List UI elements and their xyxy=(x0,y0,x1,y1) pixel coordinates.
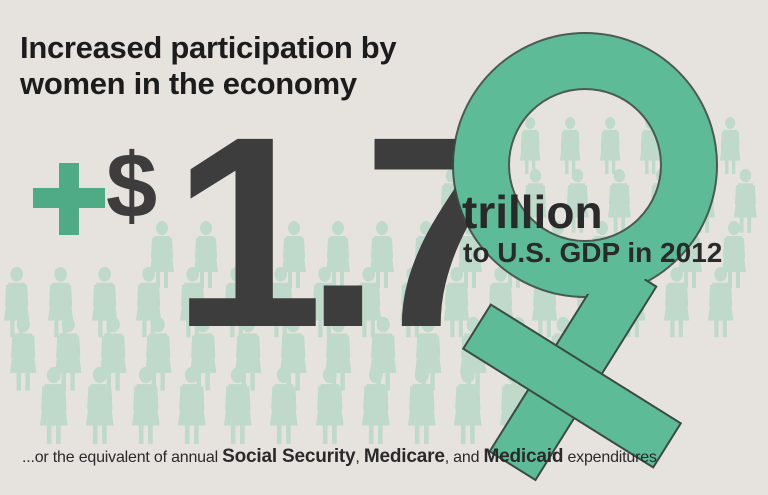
woman-figure-icon xyxy=(722,221,746,288)
headline-line-1: Increased participation by xyxy=(20,30,397,65)
woman-figure-icon xyxy=(325,316,352,391)
footnote: ...or the equivalent of annual Social Se… xyxy=(22,446,657,468)
woman-figure-icon xyxy=(370,221,394,288)
woman-figure-icon xyxy=(178,366,206,444)
footnote-item-social-security: Social Security xyxy=(222,446,356,467)
woman-figure-icon xyxy=(55,316,82,391)
currency-symbol: $ xyxy=(106,135,158,237)
plus-icon xyxy=(33,163,105,235)
woman-figure-icon xyxy=(720,117,741,175)
woman-figure-icon xyxy=(414,221,438,288)
footnote-lead: ...or the equivalent of annual xyxy=(22,449,223,466)
woman-figure-icon xyxy=(444,266,470,338)
woman-figure-icon xyxy=(408,366,436,444)
footnote-item-medicare: Medicare xyxy=(363,446,445,467)
woman-figure-icon xyxy=(132,366,160,444)
woman-figure-icon xyxy=(40,366,68,444)
footnote-separator: , and xyxy=(444,449,484,466)
woman-figure-icon xyxy=(10,316,37,391)
headline: Increased participation by women in the … xyxy=(20,30,397,102)
woman-figure-icon xyxy=(560,117,581,175)
footnote-item-medicaid: Medicaid xyxy=(483,446,564,467)
stat-context: to U.S. GDP in 2012 xyxy=(463,237,723,268)
woman-figure-icon xyxy=(180,266,206,338)
woman-figure-icon xyxy=(600,117,621,175)
stat-unit: trillion xyxy=(462,186,603,238)
woman-figure-icon xyxy=(280,316,307,391)
woman-figure-icon xyxy=(566,169,589,233)
woman-figure-icon xyxy=(356,266,382,338)
footnote-tail: expenditures xyxy=(563,449,657,466)
headline-line-2: women in the economy xyxy=(20,66,357,101)
footnote-separator: , xyxy=(355,449,364,466)
woman-figure-icon xyxy=(734,169,757,233)
woman-figure-icon xyxy=(664,266,690,338)
woman-figure-icon xyxy=(224,266,250,338)
woman-figure-icon xyxy=(86,366,114,444)
woman-figure-icon xyxy=(92,266,118,338)
woman-figure-icon xyxy=(270,366,298,444)
woman-figure-icon xyxy=(312,266,338,338)
woman-figure-icon xyxy=(224,366,252,444)
woman-figure-icon xyxy=(100,316,127,391)
woman-figure-icon xyxy=(400,266,426,338)
woman-figure-icon xyxy=(190,316,217,391)
woman-figure-icon xyxy=(316,366,344,444)
woman-figure-icon xyxy=(708,266,734,338)
woman-figure-icon xyxy=(238,221,262,288)
woman-figure-icon xyxy=(150,221,174,288)
woman-figure-icon xyxy=(268,266,294,338)
woman-figure-icon xyxy=(454,366,482,444)
woman-figure-icon xyxy=(4,266,30,338)
woman-figure-icon xyxy=(362,366,390,444)
woman-figure-icon xyxy=(282,221,306,288)
woman-figure-icon xyxy=(326,221,350,288)
woman-figure-icon xyxy=(608,169,631,233)
woman-figure-icon xyxy=(194,221,218,288)
woman-figure-icon xyxy=(415,316,442,391)
